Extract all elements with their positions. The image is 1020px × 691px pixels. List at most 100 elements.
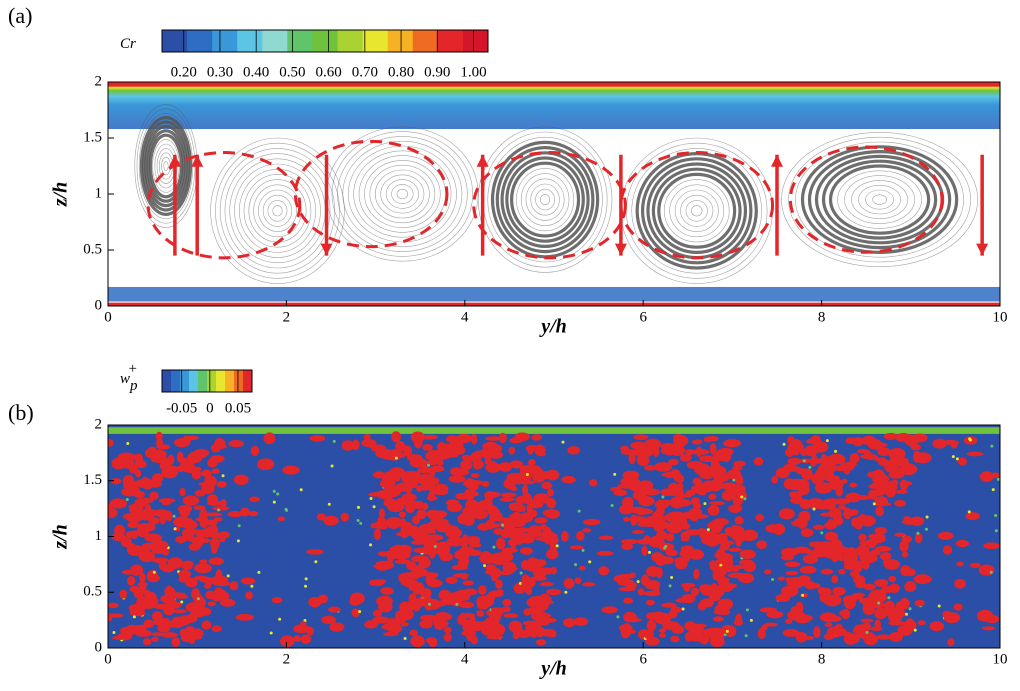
speckle — [991, 488, 995, 492]
positive-patch — [126, 543, 137, 554]
arrow-head — [168, 154, 181, 167]
positive-patch — [914, 452, 932, 464]
x-tick-label: 2 — [283, 309, 291, 325]
speckle — [703, 502, 707, 506]
positive-patch — [623, 597, 634, 604]
speckle — [771, 577, 775, 581]
positive-patch — [867, 538, 877, 549]
positive-patch — [156, 444, 171, 450]
positive-patch — [877, 481, 889, 491]
positive-patch — [708, 493, 717, 500]
positive-patch — [510, 529, 525, 538]
positive-patch — [384, 493, 393, 504]
positive-patch — [515, 495, 529, 504]
streamline — [337, 136, 468, 252]
positive-patch — [808, 541, 824, 548]
field — [108, 82, 1000, 306]
positive-patch — [794, 443, 804, 451]
speckle — [994, 513, 998, 517]
positive-patch — [691, 439, 703, 445]
streamline — [391, 184, 414, 204]
positive-patch — [498, 570, 513, 576]
positive-patch — [372, 471, 385, 479]
positive-patch — [171, 637, 181, 648]
positive-patch — [858, 597, 873, 604]
streamline — [828, 164, 931, 235]
positive-patch — [721, 624, 735, 635]
positive-patch — [795, 632, 808, 643]
positive-patch — [177, 538, 185, 544]
positive-patch — [532, 471, 546, 483]
positive-patch — [457, 615, 464, 624]
positive-patch — [703, 627, 719, 637]
positive-patch — [245, 591, 253, 600]
positive-patch — [419, 619, 433, 629]
colorbar-segment — [225, 370, 235, 392]
positive-patch — [728, 547, 742, 552]
positive-patch — [873, 501, 892, 507]
speckle — [237, 524, 241, 528]
streamline — [353, 150, 452, 238]
speckle — [904, 612, 908, 616]
positive-patch — [861, 435, 877, 446]
y-tick-label: 1.5 — [83, 472, 102, 488]
positive-patch — [699, 584, 712, 590]
positive-patch — [425, 450, 444, 462]
positive-patch — [201, 620, 212, 630]
positive-patch — [413, 547, 430, 553]
streamline — [477, 126, 613, 273]
positive-patch — [806, 498, 825, 509]
x-tick-label: 0 — [104, 651, 112, 667]
streamline — [510, 161, 581, 238]
positive-patch — [848, 634, 860, 644]
positive-patch — [792, 450, 800, 456]
positive-patch — [641, 574, 649, 586]
positive-patch — [899, 457, 909, 464]
positive-patch — [416, 509, 427, 520]
positive-patch — [126, 575, 136, 586]
vortex-outline — [146, 151, 302, 260]
speckle — [278, 617, 282, 621]
streamline — [631, 148, 763, 274]
positive-patch — [521, 574, 530, 585]
positive-patch — [420, 588, 432, 599]
positive-patch — [688, 549, 705, 560]
positive-patch — [500, 492, 517, 498]
streamline — [807, 150, 952, 250]
positive-patch — [164, 585, 174, 598]
positive-patch — [828, 478, 844, 490]
positive-patch — [817, 587, 827, 594]
positive-patch — [598, 566, 610, 576]
positive-patch — [493, 517, 512, 522]
positive-patch — [489, 567, 502, 579]
positive-patch — [142, 508, 149, 515]
positive-patch — [693, 568, 700, 580]
positive-patch — [979, 471, 994, 483]
speckle — [937, 604, 941, 608]
y-tick-label: 2 — [95, 73, 103, 89]
positive-patch — [179, 487, 186, 497]
positive-patch — [897, 625, 913, 636]
positive-patch — [712, 616, 724, 622]
positive-patch — [787, 478, 806, 486]
positive-patch — [395, 440, 406, 453]
positive-patch — [709, 442, 717, 455]
positive-patch — [446, 502, 463, 513]
positive-patch — [832, 627, 847, 637]
positive-patch — [403, 445, 413, 457]
positive-patch — [713, 518, 729, 526]
positive-patch — [662, 620, 680, 631]
positive-patch — [863, 517, 873, 527]
positive-patch — [407, 500, 423, 509]
positive-patch — [351, 608, 360, 618]
speckle — [743, 497, 747, 501]
positive-patch — [735, 478, 744, 486]
positive-patch — [136, 525, 150, 538]
positive-patch — [453, 595, 470, 602]
positive-patch — [703, 436, 712, 443]
streamline — [142, 120, 190, 212]
streamline — [380, 174, 425, 214]
positive-patch — [444, 593, 453, 600]
positive-patch — [576, 530, 585, 541]
speckle — [681, 607, 685, 611]
